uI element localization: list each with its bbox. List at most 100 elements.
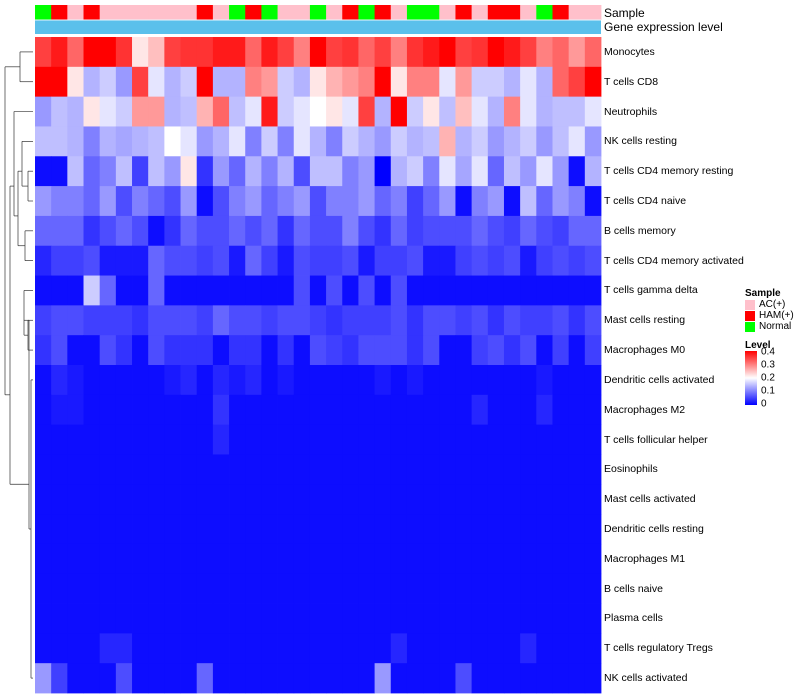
heatmap-cell	[67, 245, 84, 276]
heatmap-cell	[309, 424, 327, 455]
heatmap-cell	[293, 424, 311, 455]
heatmap-cell	[584, 484, 602, 515]
heatmap-cell	[51, 156, 68, 187]
heatmap-cell	[552, 37, 570, 68]
sample-annotation-cell	[520, 5, 537, 20]
heatmap-cell	[115, 215, 133, 247]
heatmap-cell	[293, 305, 311, 336]
heatmap-cell	[148, 484, 165, 515]
heatmap-cell	[67, 663, 84, 694]
sample-annotation-cell	[245, 5, 262, 20]
heatmap-cell	[164, 275, 181, 306]
annotation-label: Sample	[604, 5, 645, 20]
heatmap-cell	[83, 96, 101, 127]
heatmap-cell	[83, 126, 101, 157]
heatmap-cell	[326, 633, 343, 664]
heatmap-cell	[67, 454, 84, 485]
heatmap-cell	[164, 37, 181, 68]
heatmap-cell	[35, 394, 52, 426]
heatmap-cell	[358, 156, 375, 187]
heatmap-cell	[503, 514, 521, 545]
heatmap-cell	[455, 514, 473, 545]
heatmap-cell	[552, 394, 570, 426]
heatmap-cell	[358, 245, 375, 276]
heatmap-cell	[374, 335, 392, 366]
heatmap-cell	[245, 454, 262, 485]
heatmap-cell	[309, 66, 327, 98]
heatmap-cell	[358, 365, 375, 396]
heatmap-cell	[471, 603, 489, 634]
heatmap-cell	[309, 335, 327, 366]
heatmap-cell	[326, 37, 343, 68]
row-label: Dendritic cells resting	[604, 523, 704, 535]
heatmap-cell	[342, 37, 359, 68]
heatmap-cell	[51, 37, 68, 68]
heatmap-cell	[277, 603, 295, 634]
heatmap-cell	[487, 335, 505, 366]
heatmap-cell	[164, 305, 181, 336]
heatmap-cell	[390, 543, 408, 575]
heatmap-cell	[439, 96, 456, 127]
heatmap-cell	[342, 454, 359, 485]
heatmap-cells	[35, 37, 602, 694]
heatmap-cell	[180, 215, 198, 247]
heatmap-cell	[132, 66, 149, 98]
level-tick: 0	[761, 398, 767, 410]
heatmap-cell	[229, 66, 246, 98]
heatmap-cell	[99, 66, 117, 98]
heatmap-cell	[439, 335, 456, 366]
heatmap-cell	[439, 424, 456, 455]
heatmap-cell	[164, 66, 181, 98]
row-label: T cells follicular helper	[604, 433, 708, 446]
row-label: Eosinophils	[604, 463, 658, 476]
heatmap-cell	[293, 633, 311, 664]
heatmap-cell	[374, 365, 392, 396]
heatmap-cell	[35, 573, 52, 604]
heatmap-cell	[277, 96, 295, 127]
row-label: T cells regulatory Tregs	[604, 642, 713, 655]
heatmap-cell	[67, 37, 84, 68]
heatmap-cell	[115, 484, 133, 515]
heatmap-cell	[35, 37, 52, 68]
heatmap-cell	[423, 514, 440, 545]
heatmap-cell	[471, 156, 489, 187]
heatmap-cell	[245, 275, 262, 306]
heatmap-cell	[309, 603, 327, 634]
heatmap-cell	[164, 335, 181, 366]
heatmap-cell	[261, 305, 278, 336]
heatmap-cell	[309, 484, 327, 515]
heatmap-cell	[423, 126, 440, 157]
heatmap-cell	[520, 275, 537, 306]
heatmap-cell	[520, 126, 537, 157]
heatmap-cell	[503, 633, 521, 664]
heatmap-cell	[439, 215, 456, 247]
heatmap-cell	[229, 543, 246, 575]
heatmap-cell	[245, 663, 262, 694]
heatmap-cell	[487, 603, 505, 634]
heatmap-cell	[326, 335, 343, 366]
heatmap-cell	[358, 454, 375, 485]
heatmap-cell	[471, 424, 489, 455]
heatmap-cell	[67, 156, 84, 187]
heatmap-cell	[293, 394, 311, 426]
level-legend-title: Level	[745, 340, 771, 351]
heatmap-cell	[326, 603, 343, 634]
heatmap-cell	[164, 573, 181, 604]
heatmap-cell	[455, 484, 473, 515]
heatmap-cell	[180, 66, 198, 98]
heatmap-cell	[439, 603, 456, 634]
heatmap-cell	[342, 424, 359, 455]
level-tick: 0.1	[761, 385, 775, 397]
heatmap-cell	[148, 633, 165, 664]
sample-annotation-cell	[180, 5, 198, 20]
heatmap-cell	[148, 96, 165, 127]
heatmap-cell	[67, 484, 84, 515]
sample-annotation-cell	[196, 5, 214, 20]
heatmap-cell	[374, 633, 392, 664]
heatmap-cell	[164, 365, 181, 396]
heatmap-cell	[584, 126, 602, 157]
heatmap-cell	[423, 37, 440, 68]
heatmap-cell	[374, 96, 392, 127]
heatmap-cell	[229, 394, 246, 426]
heatmap-cell	[423, 633, 440, 664]
